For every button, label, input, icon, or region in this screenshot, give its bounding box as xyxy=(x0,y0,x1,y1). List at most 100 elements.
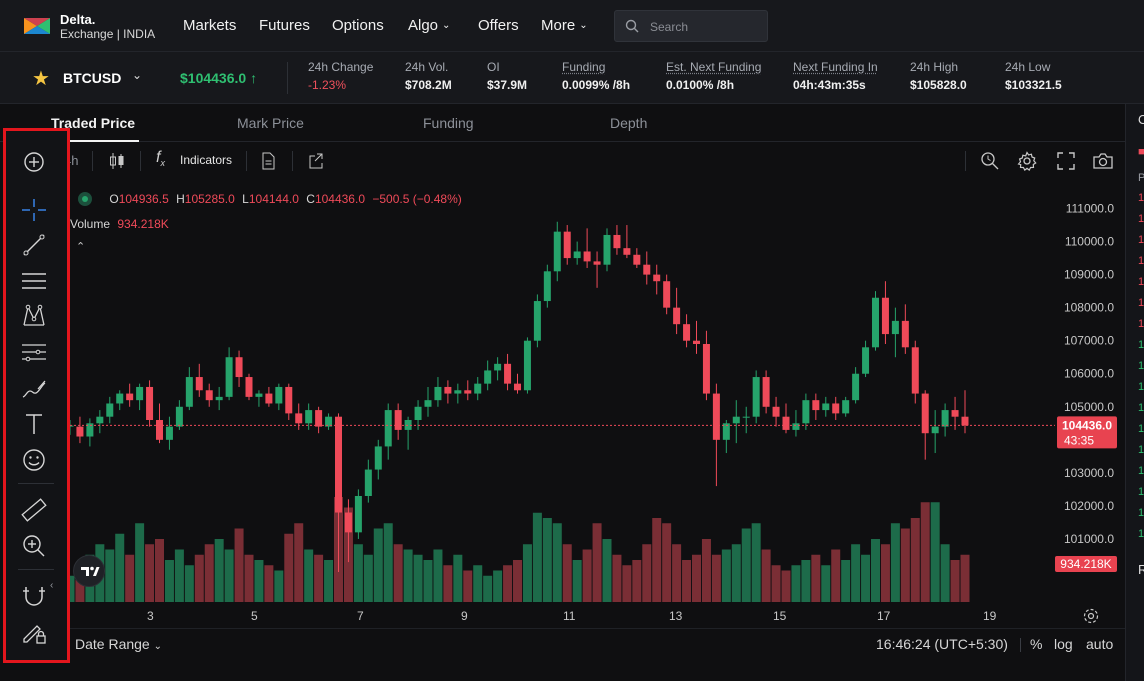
emoji-icon[interactable] xyxy=(20,447,48,473)
volume-bar xyxy=(851,544,861,602)
candle-body xyxy=(941,410,949,427)
projection-tool-icon[interactable] xyxy=(20,339,48,365)
stat-24h-high: 24h High $105828.0 xyxy=(910,60,967,92)
magnet-icon[interactable] xyxy=(20,583,48,609)
candle-body xyxy=(70,425,74,427)
panel-value: 1 xyxy=(1138,444,1144,456)
candle-body xyxy=(961,416,969,426)
x-tick: 11 xyxy=(563,609,576,623)
candle-body xyxy=(305,410,313,424)
candlestick-type-icon[interactable] xyxy=(108,151,126,171)
camera-icon[interactable] xyxy=(1092,151,1114,171)
nav-more[interactable]: More ⌄ xyxy=(541,17,588,34)
y-tick: 102000.0 xyxy=(1064,499,1114,513)
x-tick: 7 xyxy=(357,609,364,623)
zoom-in-icon[interactable] xyxy=(20,533,48,559)
volume-bar xyxy=(692,554,701,602)
trend-line-icon[interactable] xyxy=(20,232,48,258)
brush-icon[interactable] xyxy=(20,375,48,401)
price-chart[interactable]: 111000.0 110000.0 109000.0 108000.0 107000.0… xyxy=(70,178,1125,628)
candle-body xyxy=(414,406,422,420)
clock-time[interactable]: 16:46:24 (UTC+5:30) xyxy=(876,636,1008,652)
stat-next-funding-in[interactable]: Next Funding In 04h:43m:35s xyxy=(793,60,878,92)
nav-futures[interactable]: Futures xyxy=(259,17,310,34)
pattern-tool-icon[interactable] xyxy=(20,303,48,329)
top-navigation: Delta. Exchange | INDIA Markets Futures … xyxy=(0,0,1144,52)
symbol-selector[interactable]: BTCUSD xyxy=(63,70,122,86)
tab-depth[interactable]: Depth xyxy=(610,115,648,131)
candle-body xyxy=(156,420,163,440)
stat-funding[interactable]: Funding 0.0099% /8h xyxy=(562,60,630,92)
ruler-icon[interactable] xyxy=(20,497,48,523)
stat-label: 24h High xyxy=(910,60,959,74)
percent-toggle[interactable]: % xyxy=(1030,636,1043,652)
scroll-left-icon[interactable]: ‹ xyxy=(50,580,54,591)
stat-value: -1.23% xyxy=(308,78,347,92)
candle-body xyxy=(593,261,601,265)
volume-bar xyxy=(413,554,423,602)
external-link-icon[interactable] xyxy=(308,151,324,171)
settings-icon[interactable] xyxy=(1017,151,1037,171)
log-toggle[interactable]: log xyxy=(1054,636,1073,652)
crosshair-icon[interactable] xyxy=(20,197,48,223)
candle-body xyxy=(76,426,84,437)
chart-tabs: Traded Price Mark Price Funding Depth xyxy=(0,104,1125,142)
lock-drawings-icon[interactable] xyxy=(20,619,48,645)
add-circle-icon[interactable] xyxy=(20,149,48,175)
nav-offers[interactable]: Offers xyxy=(478,17,519,34)
candle-body xyxy=(752,377,760,417)
volume-bars xyxy=(70,497,970,602)
function-icon[interactable]: fx xyxy=(156,149,165,169)
candle-body xyxy=(484,370,492,384)
candle-body xyxy=(842,400,850,414)
volume-bar xyxy=(950,560,960,602)
volume-bar xyxy=(801,560,811,602)
panel-value: 1 xyxy=(1138,297,1144,309)
eye-toggle-icon[interactable] xyxy=(78,192,92,206)
y-tick: 109000.0 xyxy=(1064,268,1114,282)
chevron-down-icon[interactable]: ⌄ xyxy=(132,68,143,82)
candle-body xyxy=(444,386,452,394)
fib-retracement-icon[interactable] xyxy=(20,268,48,294)
panel-letter: R xyxy=(1138,562,1144,577)
volume-bar xyxy=(393,544,403,602)
candle-body xyxy=(374,446,382,470)
tab-traded-price[interactable]: Traded Price xyxy=(46,115,140,142)
panel-value: 1 xyxy=(1138,423,1144,435)
text-tool-icon[interactable] xyxy=(20,411,48,437)
stat-label: 24h Vol. xyxy=(405,60,449,74)
nav-algo[interactable]: Algo ⌄ xyxy=(408,17,450,34)
nav-options[interactable]: Options xyxy=(332,17,384,34)
stat-est-next-funding[interactable]: Est. Next Funding 0.0100% /8h xyxy=(666,60,761,92)
x-tick: 5 xyxy=(251,609,258,623)
low-value: 104144.0 xyxy=(248,192,299,206)
collapse-legend-icon[interactable]: ⌃ xyxy=(76,241,86,253)
nav-markets[interactable]: Markets xyxy=(183,17,237,34)
panel-value: 1 xyxy=(1138,507,1144,519)
volume-bar xyxy=(781,570,791,602)
y-tick: 107000.0 xyxy=(1064,334,1114,348)
tradingview-logo[interactable] xyxy=(73,555,105,587)
indicators-button[interactable]: Indicators xyxy=(180,153,233,167)
auto-toggle[interactable]: auto xyxy=(1086,636,1114,652)
candle-body xyxy=(364,469,372,496)
delta-exchange-logo[interactable]: Delta. Exchange | INDIA xyxy=(22,10,162,42)
tab-funding[interactable]: Funding xyxy=(423,115,474,131)
fullscreen-icon[interactable] xyxy=(1056,151,1076,171)
volume-tag xyxy=(1055,556,1117,572)
volume-bar xyxy=(871,539,880,602)
candle-body xyxy=(404,420,412,430)
zoom-time-icon[interactable] xyxy=(980,151,1000,171)
axis-settings-icon[interactable] xyxy=(1082,607,1100,625)
divider xyxy=(1020,638,1021,652)
search-input[interactable]: Search xyxy=(614,10,768,42)
date-range-selector[interactable]: Date Range ⌄ xyxy=(75,636,162,652)
order-book-panel: O ■ P 1 1 1 1 1 1 1 1 1 1 1 1 1 1 1 1 1 R xyxy=(1125,104,1144,681)
volume-bar xyxy=(483,575,493,602)
candle-body xyxy=(275,386,283,404)
star-icon[interactable]: ★ xyxy=(32,68,50,90)
tab-mark-price[interactable]: Mark Price xyxy=(237,115,304,131)
candle-body xyxy=(613,234,621,249)
document-icon[interactable] xyxy=(260,151,276,171)
candle-body xyxy=(325,416,333,427)
